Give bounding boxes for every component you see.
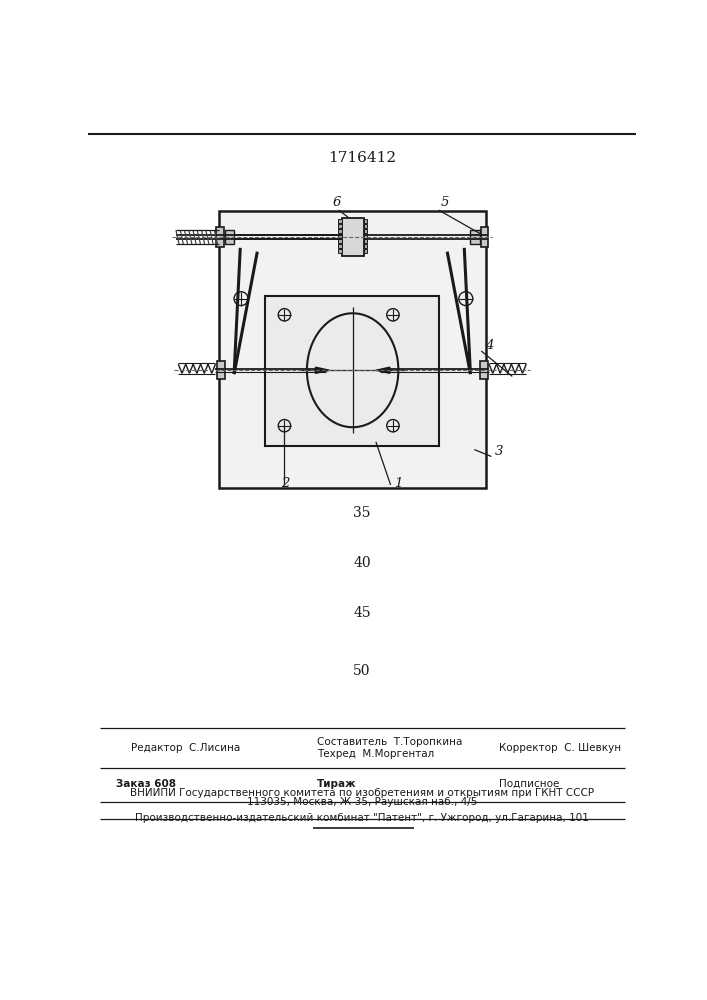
Bar xyxy=(265,296,440,446)
Bar xyxy=(363,229,368,233)
Bar xyxy=(338,219,341,223)
Bar xyxy=(338,244,341,248)
Text: Техред  М.Моргентал: Техред М.Моргентал xyxy=(317,749,434,759)
Bar xyxy=(363,249,368,253)
Text: 4: 4 xyxy=(485,339,493,352)
Bar xyxy=(217,361,225,379)
Text: 45: 45 xyxy=(353,606,370,620)
Bar xyxy=(338,249,341,253)
Bar xyxy=(338,229,341,233)
Bar xyxy=(470,230,480,244)
Text: 50: 50 xyxy=(354,664,370,678)
Text: ВНИИПИ Государственного комитета по изобретениям и открытиям при ГКНТ СССР: ВНИИПИ Государственного комитета по изоб… xyxy=(130,788,594,798)
Bar xyxy=(363,244,368,248)
Text: 6: 6 xyxy=(332,196,341,209)
Bar xyxy=(225,230,234,244)
Text: Тираж: Тираж xyxy=(317,779,356,789)
Bar xyxy=(341,218,363,256)
Text: 1: 1 xyxy=(395,477,403,490)
Text: Редактор  С.Лисина: Редактор С.Лисина xyxy=(131,743,240,753)
Bar xyxy=(218,211,486,488)
Text: 113035, Москва, Ж-35, Раушская наб., 4/5: 113035, Москва, Ж-35, Раушская наб., 4/5 xyxy=(247,797,477,807)
Text: Подписное: Подписное xyxy=(499,779,559,789)
Text: Составитель  Т.Торопкина: Составитель Т.Торопкина xyxy=(317,737,462,747)
Text: 3: 3 xyxy=(495,445,503,458)
Text: 1716412: 1716412 xyxy=(328,151,396,165)
Bar xyxy=(338,234,341,238)
Bar xyxy=(363,224,368,228)
Bar xyxy=(363,219,368,223)
Text: Заказ 608: Заказ 608 xyxy=(115,779,175,789)
Text: 5: 5 xyxy=(441,196,450,209)
Text: 2: 2 xyxy=(281,477,289,490)
Bar xyxy=(338,224,341,228)
Bar xyxy=(216,227,224,247)
Text: 40: 40 xyxy=(353,556,370,570)
Text: Корректор  С. Шевкун: Корректор С. Шевкун xyxy=(499,743,621,753)
Polygon shape xyxy=(315,367,329,373)
Text: 35: 35 xyxy=(354,506,370,520)
Text: Производственно-издательский комбинат "Патент", г. Ужгород, ул.Гагарина, 101: Производственно-издательский комбинат "П… xyxy=(135,813,589,823)
Bar xyxy=(363,239,368,243)
Bar xyxy=(480,361,488,379)
Bar xyxy=(481,227,489,247)
Polygon shape xyxy=(376,367,390,373)
Bar xyxy=(338,239,341,243)
Bar xyxy=(363,234,368,238)
